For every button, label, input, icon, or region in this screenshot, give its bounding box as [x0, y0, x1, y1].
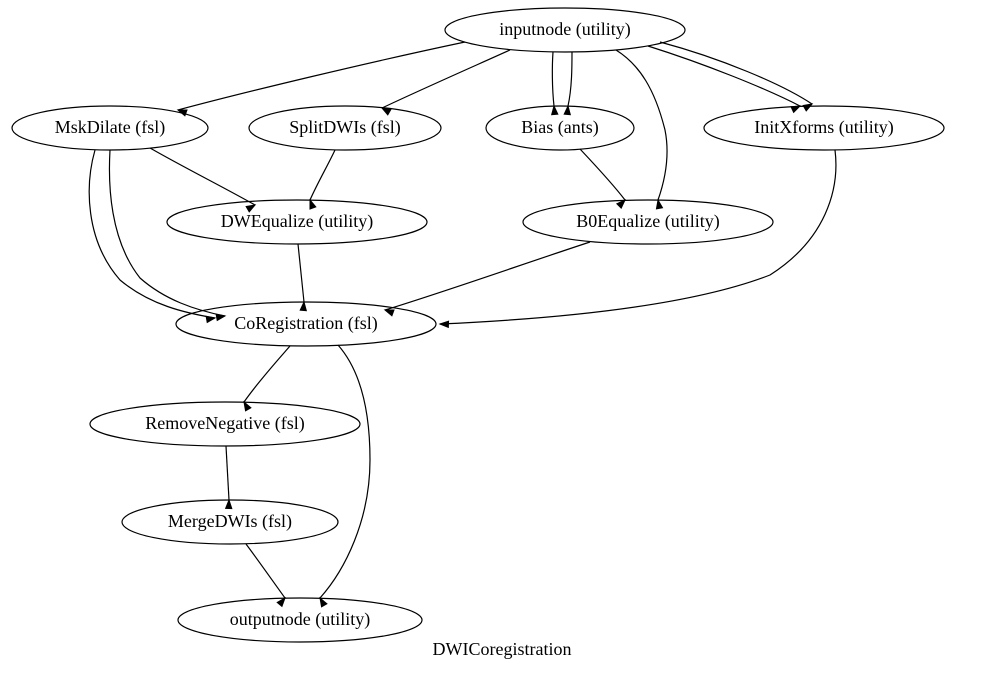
- node-label-outputnode: outputnode (utility): [230, 609, 370, 630]
- edge-bias-to-b0equalize: [580, 149, 625, 208]
- edge-path: [385, 242, 590, 310]
- arrowhead-icon: [564, 106, 570, 115]
- arrowhead-icon: [440, 321, 449, 327]
- arrowhead-icon: [206, 316, 215, 322]
- edge-inputnode-to-initxforms: [648, 46, 800, 112]
- edge-path: [648, 46, 800, 106]
- edge-path: [246, 544, 285, 598]
- node-removenegative: RemoveNegative (fsl): [90, 402, 360, 446]
- graph-title: DWICoregistration: [433, 639, 572, 659]
- edge-mskdilate-to-coregistration: [109, 150, 225, 321]
- edge-b0equalize-to-coregistration: [385, 242, 590, 316]
- node-label-bias: Bias (ants): [521, 117, 598, 138]
- arrowhead-icon: [300, 302, 306, 311]
- arrowhead-icon: [617, 200, 625, 208]
- edge-mergedwis-to-outputnode: [246, 544, 285, 606]
- node-inputnode: inputnode (utility): [445, 8, 685, 52]
- node-bias: Bias (ants): [486, 106, 634, 150]
- arrowhead-icon: [277, 598, 285, 606]
- edge-initxforms-to-coregistration: [440, 150, 836, 327]
- edge-path: [178, 42, 465, 110]
- edge-path: [150, 148, 255, 205]
- node-initxforms: InitXforms (utility): [704, 106, 944, 150]
- edge-removenegative-to-mergedwis: [226, 446, 232, 509]
- arrowhead-icon: [320, 598, 327, 607]
- edge-path: [320, 345, 370, 598]
- edge-path: [226, 446, 229, 500]
- edge-path: [382, 50, 510, 108]
- edge-inputnode-to-bias: [552, 52, 558, 115]
- edge-path: [310, 150, 335, 200]
- arrowhead-icon: [803, 104, 812, 111]
- edge-inputnode-to-bias: [564, 52, 572, 115]
- edge-path: [298, 244, 304, 302]
- edge-inputnode-to-splitdwis: [382, 50, 510, 115]
- edge-path: [89, 150, 215, 318]
- node-label-mergedwis: MergeDWIs (fsl): [168, 511, 292, 532]
- arrowhead-icon: [216, 314, 225, 320]
- edge-inputnode-to-mskdilate: [178, 42, 465, 116]
- edge-path: [568, 52, 572, 106]
- nodes-layer: inputnode (utility) MskDilate (fsl) SplitD…: [12, 8, 944, 642]
- node-dwequalize: DWEqualize (utility): [167, 200, 427, 244]
- edge-coregistration-to-removenegative: [244, 346, 290, 411]
- edge-path: [552, 52, 554, 106]
- node-label-removenegative: RemoveNegative (fsl): [145, 413, 304, 434]
- node-label-coregistration: CoRegistration (fsl): [234, 313, 377, 334]
- node-label-b0equalize: B0Equalize (utility): [576, 211, 719, 232]
- edge-path: [580, 149, 625, 200]
- arrowhead-icon: [310, 200, 316, 209]
- node-label-inputnode: inputnode (utility): [499, 19, 630, 40]
- node-label-splitdwis: SplitDWIs (fsl): [289, 117, 401, 138]
- arrowhead-icon: [385, 310, 394, 316]
- node-label-mskdilate: MskDilate (fsl): [55, 117, 165, 138]
- arrowhead-icon: [244, 402, 251, 411]
- edge-dwequalize-to-coregistration: [298, 244, 306, 311]
- node-b0equalize: B0Equalize (utility): [523, 200, 773, 244]
- arrowhead-icon: [656, 200, 662, 209]
- node-label-dwequalize: DWEqualize (utility): [221, 211, 373, 232]
- edge-path: [440, 150, 836, 324]
- arrowhead-icon: [552, 106, 558, 115]
- node-splitdwis: SplitDWIs (fsl): [249, 106, 441, 150]
- edge-path: [109, 150, 225, 316]
- node-mskdilate: MskDilate (fsl): [12, 106, 208, 150]
- edge-inputnode-to-b0equalize: [616, 50, 667, 209]
- workflow-graph: inputnode (utility) MskDilate (fsl) SplitD…: [0, 0, 1005, 688]
- node-label-initxforms: InitXforms (utility): [754, 117, 893, 138]
- edge-path: [244, 346, 290, 402]
- arrowhead-icon: [226, 500, 232, 509]
- edge-coregistration-to-outputnode: [320, 345, 370, 607]
- edge-path: [616, 50, 667, 200]
- node-outputnode: outputnode (utility): [178, 598, 422, 642]
- edge-path: [660, 42, 812, 104]
